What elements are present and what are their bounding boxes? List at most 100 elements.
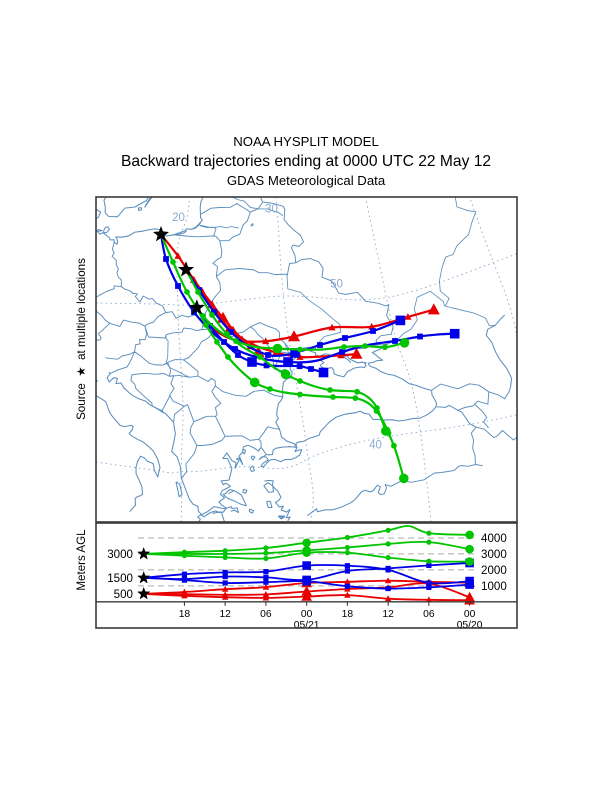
triangle-marker bbox=[174, 252, 182, 259]
title-model: NOAA HYSPLIT MODEL bbox=[233, 134, 379, 149]
title-main: Backward trajectories ending at 0000 UTC… bbox=[121, 153, 491, 170]
profile-area bbox=[137, 525, 475, 605]
square-marker bbox=[175, 283, 181, 289]
square-marker bbox=[163, 256, 169, 262]
square-marker bbox=[222, 569, 228, 576]
square-marker bbox=[392, 338, 398, 344]
circle-marker bbox=[170, 259, 176, 265]
square-marker bbox=[426, 580, 432, 586]
triangle-marker bbox=[296, 353, 304, 360]
triangle-marker bbox=[262, 591, 270, 597]
triangle-marker bbox=[301, 585, 312, 596]
circle-marker bbox=[263, 555, 269, 562]
triangle-marker bbox=[350, 347, 363, 359]
trajectory-green-3 bbox=[195, 306, 409, 484]
circle-marker bbox=[390, 442, 397, 449]
square-marker bbox=[181, 571, 188, 577]
square-marker bbox=[283, 357, 293, 367]
square-marker bbox=[232, 346, 238, 352]
trajectory-path bbox=[195, 306, 325, 374]
triangle-marker bbox=[221, 585, 229, 592]
square-marker bbox=[211, 309, 217, 315]
x-tick-date: 05/20 bbox=[457, 620, 483, 631]
map-coastlines bbox=[96, 197, 513, 522]
triangle-marker bbox=[404, 313, 412, 320]
right-axis-label-2000: 2000 bbox=[481, 564, 507, 577]
circle-marker bbox=[426, 539, 432, 545]
square-marker bbox=[344, 563, 350, 569]
triangle-marker bbox=[328, 323, 336, 331]
square-marker bbox=[395, 315, 406, 326]
circle-marker bbox=[297, 378, 303, 384]
square-marker bbox=[263, 574, 269, 580]
triangle-marker bbox=[221, 593, 229, 600]
circle-marker bbox=[344, 534, 350, 541]
x-tick-label: 06 bbox=[260, 609, 272, 620]
circle-marker bbox=[341, 344, 347, 350]
triangle-marker bbox=[262, 594, 270, 601]
right-axis-label-1000: 1000 bbox=[481, 580, 507, 593]
circle-marker bbox=[327, 387, 333, 393]
circle-marker bbox=[297, 391, 303, 398]
triangle-marker bbox=[344, 591, 351, 598]
circle-marker bbox=[398, 473, 409, 484]
square-marker bbox=[344, 583, 350, 589]
circle-marker bbox=[382, 344, 388, 351]
square-marker bbox=[235, 352, 241, 358]
right-axis-label-3000: 3000 bbox=[481, 548, 507, 561]
square-marker bbox=[426, 562, 432, 569]
square-marker bbox=[370, 328, 376, 334]
circle-marker bbox=[362, 343, 368, 349]
square-marker bbox=[342, 335, 348, 341]
graticule-label-40: 40 bbox=[369, 440, 382, 452]
triangle-marker bbox=[384, 577, 392, 584]
source-star-icon bbox=[137, 587, 150, 600]
circle-marker bbox=[280, 369, 291, 380]
square-marker bbox=[344, 568, 350, 574]
start-height-label-1500: 1500 bbox=[107, 572, 133, 585]
x-tick-label: 18 bbox=[179, 609, 191, 620]
map-frame bbox=[95, 196, 518, 523]
triangle-marker bbox=[301, 590, 312, 601]
circle-marker bbox=[214, 339, 220, 345]
square-marker bbox=[222, 573, 228, 580]
source-star-icon bbox=[153, 226, 169, 242]
triangle-marker bbox=[384, 595, 392, 602]
circle-marker bbox=[222, 548, 228, 554]
map-graticule bbox=[96, 197, 517, 522]
circle-marker bbox=[385, 527, 391, 533]
map-area: 20 30 50 40 bbox=[96, 197, 517, 522]
trajectory-blue-3 bbox=[195, 306, 329, 378]
square-marker bbox=[308, 366, 314, 372]
circle-marker bbox=[297, 346, 303, 353]
source-star-icon bbox=[189, 299, 205, 315]
profile-axis bbox=[96, 601, 517, 606]
square-marker bbox=[318, 367, 329, 378]
source-star-icon bbox=[137, 547, 150, 560]
circle-marker bbox=[249, 377, 260, 388]
circle-marker bbox=[257, 354, 263, 360]
map-trajectories bbox=[159, 233, 460, 484]
profile-blue-3 bbox=[143, 576, 474, 592]
trajectory-green-1 bbox=[159, 233, 410, 354]
square-marker bbox=[263, 579, 269, 585]
circle-marker bbox=[399, 337, 410, 348]
x-tick-label: 12 bbox=[382, 609, 394, 620]
square-marker bbox=[302, 576, 311, 586]
circle-marker bbox=[373, 408, 380, 414]
profile-path bbox=[143, 525, 470, 555]
source-star-icon bbox=[137, 571, 150, 584]
x-tick-label: 00 bbox=[301, 609, 313, 620]
start-height-label-3000: 3000 bbox=[107, 548, 133, 561]
map-side-label: Source ★ at multiple locations bbox=[75, 258, 88, 420]
circle-marker bbox=[203, 322, 209, 328]
square-marker bbox=[265, 352, 271, 358]
graticule-label-30: 30 bbox=[265, 204, 278, 216]
circle-marker bbox=[465, 557, 474, 566]
triangle-marker bbox=[288, 330, 300, 342]
x-tick-date: 05/21 bbox=[294, 620, 320, 631]
circle-marker bbox=[330, 394, 336, 400]
